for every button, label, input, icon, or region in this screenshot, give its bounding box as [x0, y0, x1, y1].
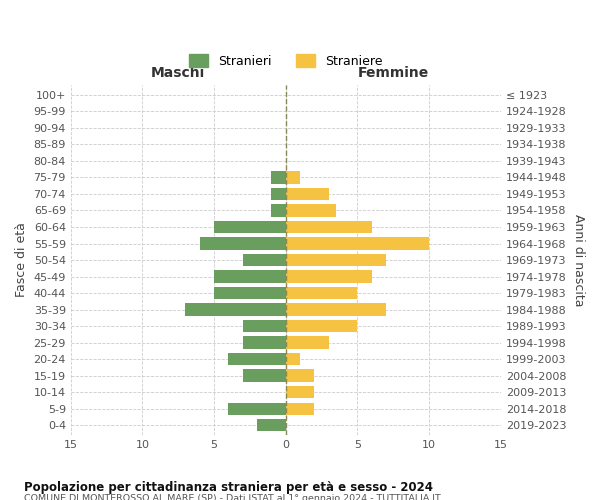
Bar: [229, 353, 286, 366]
Bar: [286, 204, 336, 216]
Bar: [286, 304, 386, 316]
Bar: [286, 188, 329, 200]
Y-axis label: Fasce di età: Fasce di età: [15, 222, 28, 298]
Bar: [286, 402, 314, 415]
Y-axis label: Anni di nascita: Anni di nascita: [572, 214, 585, 306]
Bar: [214, 287, 286, 300]
Bar: [271, 204, 286, 216]
Bar: [286, 386, 314, 398]
Bar: [214, 270, 286, 283]
Bar: [286, 287, 358, 300]
Bar: [243, 370, 286, 382]
Bar: [286, 336, 329, 349]
Bar: [229, 402, 286, 415]
Bar: [243, 254, 286, 266]
Bar: [200, 238, 286, 250]
Bar: [243, 336, 286, 349]
Bar: [243, 320, 286, 332]
Text: COMUNE DI MONTEROSSO AL MARE (SP) - Dati ISTAT al 1° gennaio 2024 - TUTTITALIA.I: COMUNE DI MONTEROSSO AL MARE (SP) - Dati…: [24, 494, 441, 500]
Bar: [286, 320, 358, 332]
Bar: [286, 172, 300, 183]
Text: Popolazione per cittadinanza straniera per età e sesso - 2024: Popolazione per cittadinanza straniera p…: [24, 481, 433, 494]
Bar: [271, 172, 286, 183]
Bar: [286, 270, 372, 283]
Text: Maschi: Maschi: [151, 66, 205, 80]
Bar: [286, 353, 300, 366]
Bar: [286, 370, 314, 382]
Bar: [185, 304, 286, 316]
Bar: [286, 221, 372, 233]
Text: Femmine: Femmine: [358, 66, 429, 80]
Bar: [286, 238, 429, 250]
Bar: [214, 221, 286, 233]
Bar: [286, 254, 386, 266]
Legend: Stranieri, Straniere: Stranieri, Straniere: [184, 49, 388, 73]
Bar: [257, 419, 286, 432]
Bar: [271, 188, 286, 200]
